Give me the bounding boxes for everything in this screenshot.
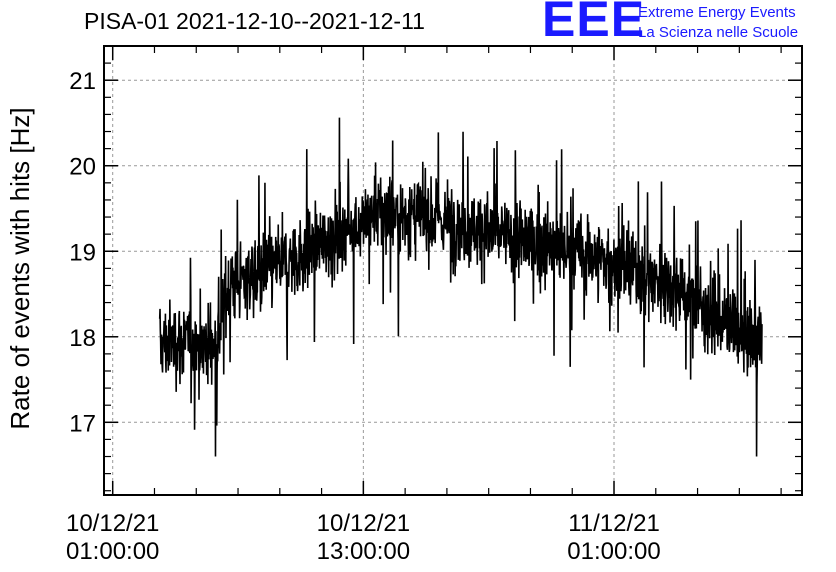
y-tick-label: 18 [69, 325, 96, 352]
logo-line-2: La Scienza nelle Scuole [638, 24, 799, 41]
y-tick-label: 19 [69, 239, 96, 266]
axis-ticks [104, 45, 802, 495]
x-tick-label: 13:00:00 [317, 538, 410, 565]
x-tick-label: 10/12/21 [66, 510, 159, 537]
y-tick-label: 17 [69, 410, 96, 437]
y-tick-label: 21 [69, 68, 96, 95]
eee-logo-mark: EEE [542, 0, 646, 47]
series-rate [158, 117, 763, 457]
chart-title: PISA-01 2021-12-10--2021-12-11 [84, 8, 425, 34]
x-tick-label: 10/12/21 [317, 510, 410, 537]
plot-frame [103, 45, 803, 496]
series-line [158, 117, 763, 457]
y-axis-label: Rate of events with hits [Hz] [5, 107, 35, 429]
logo-line-1: Extreme Energy Events [638, 4, 796, 21]
y-tick-label: 20 [69, 154, 96, 181]
x-tick-label: 11/12/21 [568, 510, 660, 537]
x-tick-label: 01:00:00 [66, 538, 159, 565]
x-tick-labels: 10/12/2101:00:0010/12/2113:00:0011/12/21… [66, 510, 661, 565]
y-tick-labels: 17 18 19 20 21 [69, 68, 96, 437]
x-tick-label: 01:00:00 [567, 538, 660, 565]
